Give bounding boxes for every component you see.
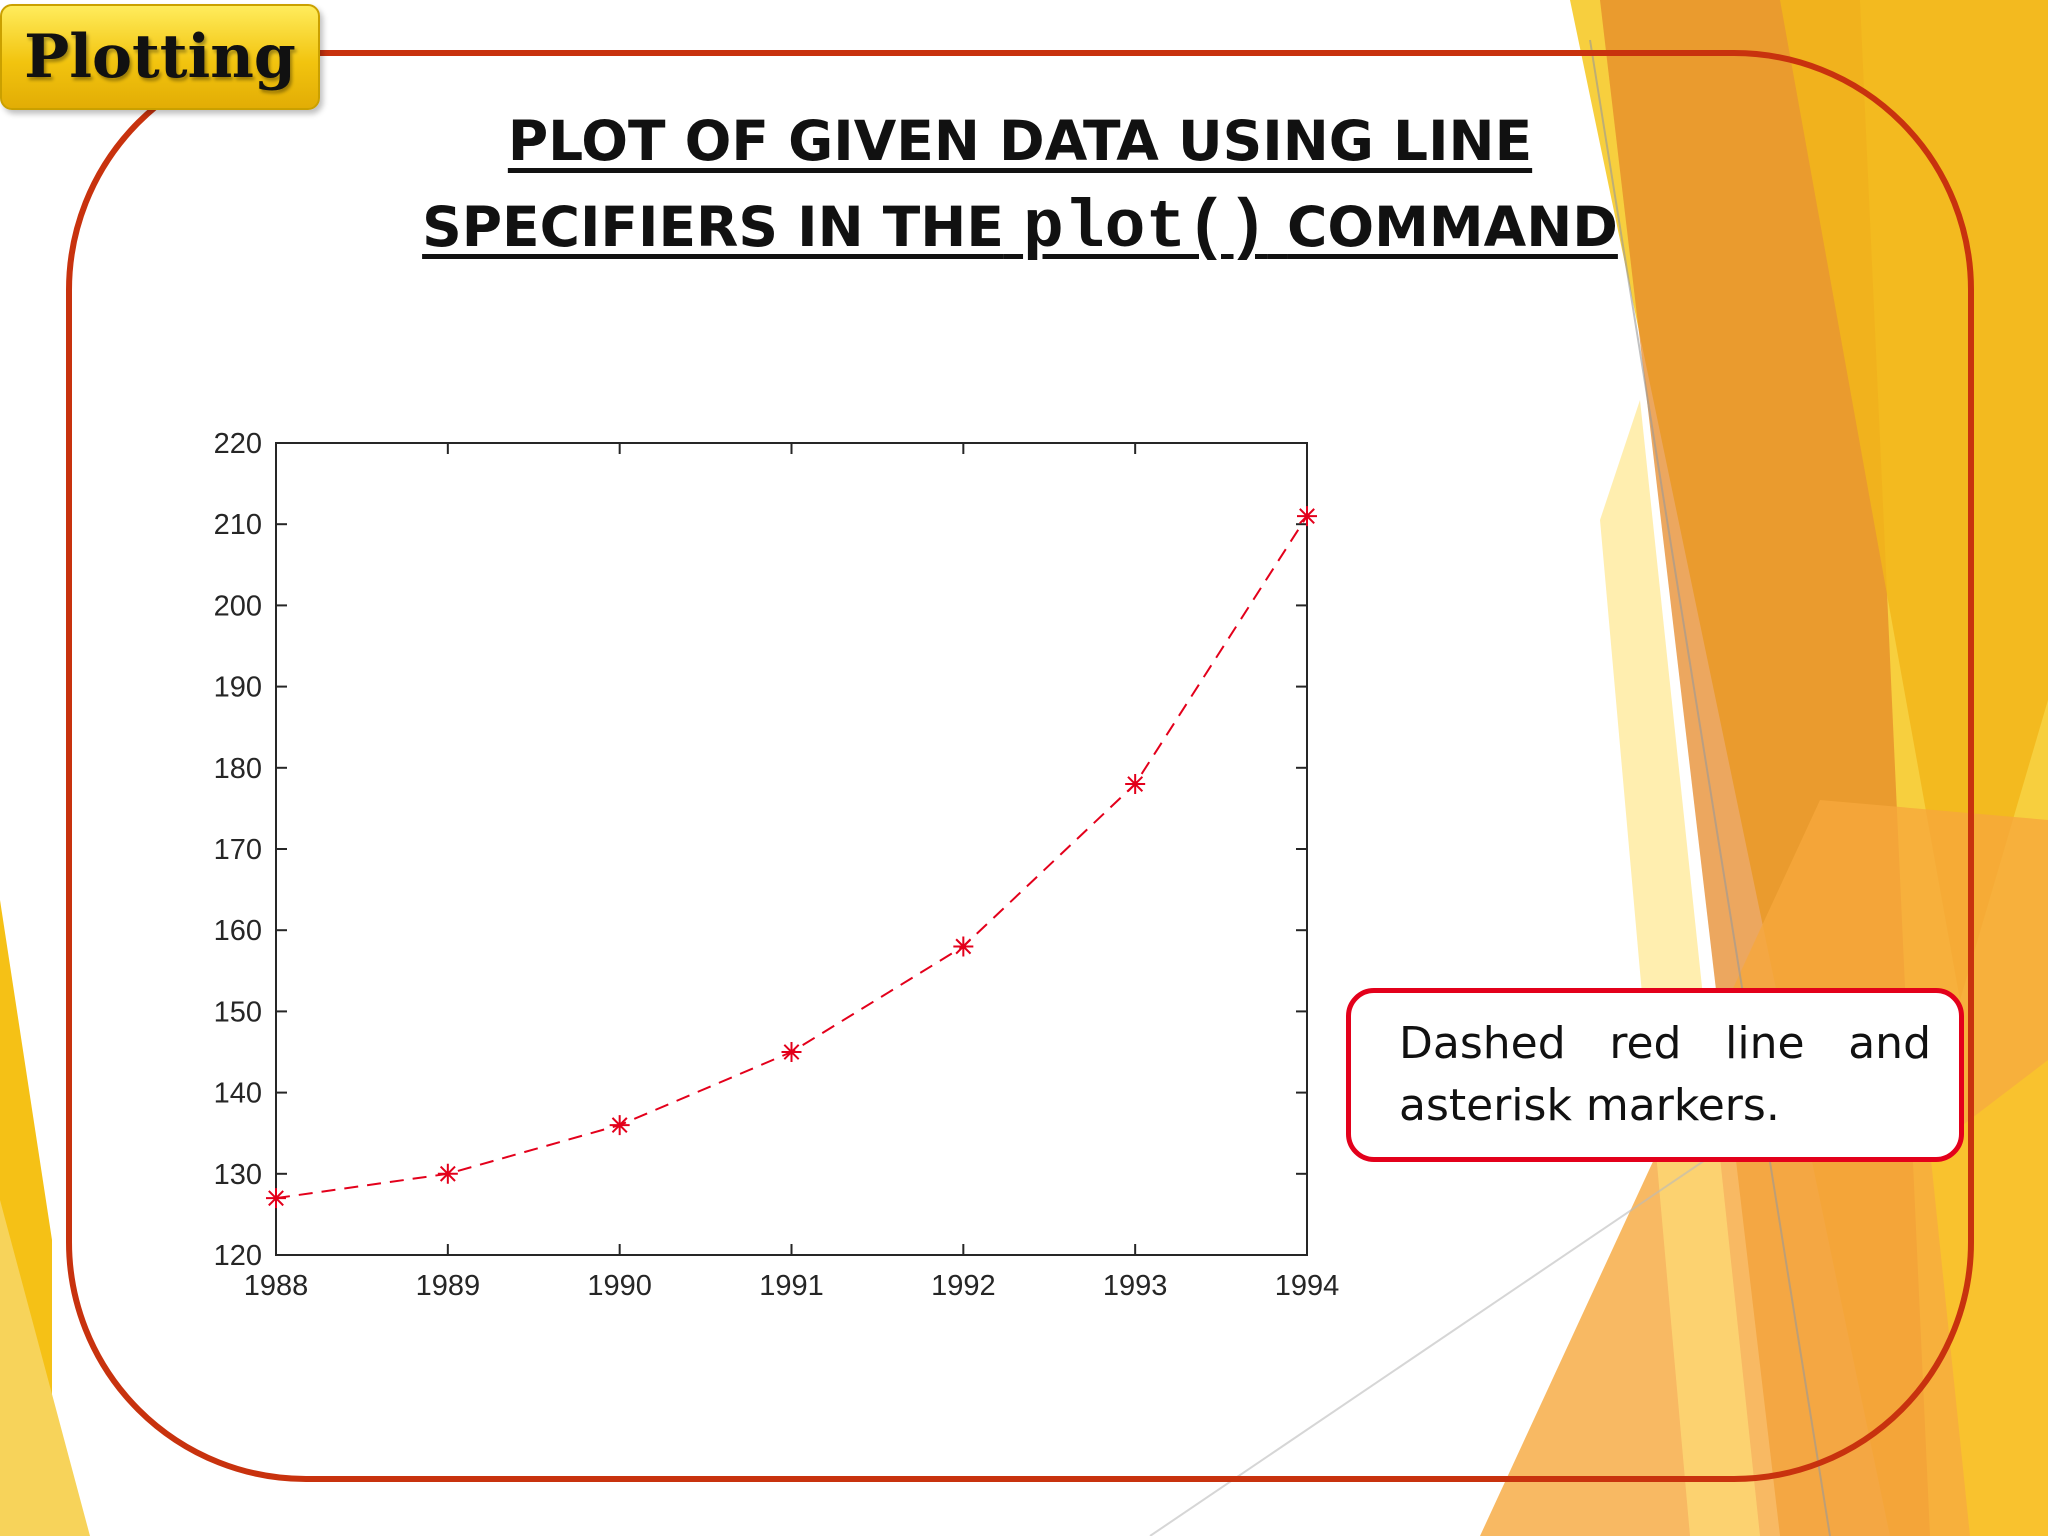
title-line-1: PLOT OF GIVEN DATA USING LINE: [507, 109, 1533, 173]
asterisk-marker: [266, 1188, 286, 1209]
x-tick-label: 1993: [1103, 1270, 1168, 1302]
content-frame: [66, 50, 1974, 1482]
y-tick-label: 140: [214, 1078, 262, 1110]
y-tick-label: 190: [214, 672, 262, 704]
y-tick-label: 180: [214, 753, 262, 785]
asterisk-marker: [781, 1042, 802, 1062]
x-tick-label: 1992: [931, 1270, 996, 1302]
callout-box: Dashed red line and asterisk markers.: [1346, 988, 1964, 1162]
x-tick-label: 1989: [416, 1270, 481, 1302]
title-line-2-suffix: COMMAND: [1287, 195, 1618, 259]
bg-shape: [0, 1200, 90, 1536]
y-tick-label: 220: [214, 428, 262, 460]
bg-shape: [1600, 400, 1760, 1536]
asterisk-marker: [437, 1163, 458, 1184]
y-tick-label: 150: [214, 996, 262, 1028]
y-tick-label: 170: [214, 834, 262, 866]
section-tag: Plotting: [0, 4, 320, 110]
x-tick-label: 1994: [1275, 1270, 1340, 1302]
page-title: PLOT OF GIVEN DATA USING LINE SPECIFIERS…: [300, 98, 1740, 272]
y-tick-label: 160: [214, 915, 262, 947]
title-line-2-prefix: SPECIFIERS IN THE: [422, 195, 1004, 259]
title-line-2: SPECIFIERS IN THE plot() COMMAND: [300, 184, 1740, 272]
bg-shape: [1930, 1060, 2048, 1536]
bg-line: [1149, 1149, 1721, 1536]
y-tick-label: 200: [214, 590, 262, 622]
y-tick-label: 130: [214, 1159, 262, 1191]
asterisk-marker: [1297, 506, 1317, 527]
x-tick-label: 1991: [759, 1270, 824, 1302]
x-tick-label: 1990: [587, 1270, 652, 1302]
title-code: plot(): [1023, 190, 1268, 267]
asterisk-marker: [953, 936, 974, 957]
y-tick-label: 210: [214, 509, 262, 541]
x-tick-label: 1988: [244, 1270, 309, 1302]
y-tick-label: 120: [214, 1240, 262, 1272]
asterisk-marker: [1125, 774, 1146, 795]
asterisk-marker: [609, 1115, 630, 1136]
plot-area: [275, 442, 1308, 1256]
